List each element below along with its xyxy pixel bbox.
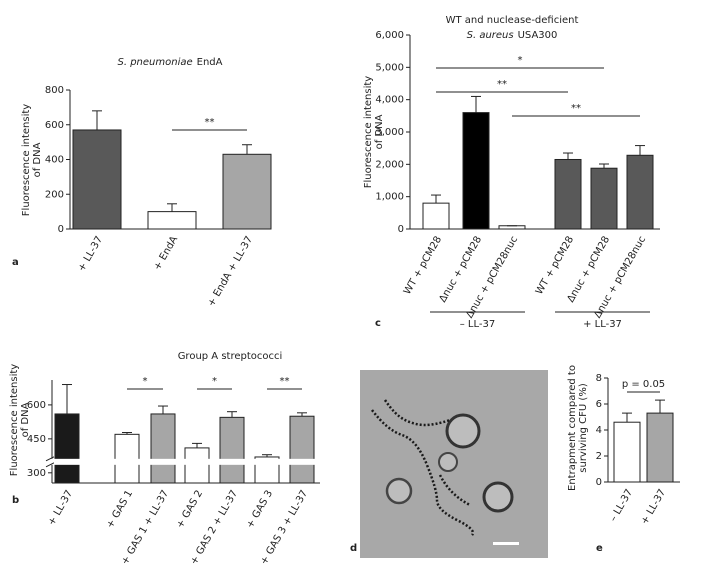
panel-label: b [12,495,19,506]
y-tick-label: 1,000 [375,192,404,203]
bar-break [184,458,210,465]
y-tick-label: 6 [596,399,602,410]
group-label: + LL-37 [583,319,622,330]
axis-break-mark [45,456,55,462]
chart-title: Group A streptococci [178,351,283,362]
bar [147,211,197,230]
y-tick-label: 0 [398,224,404,235]
y-axis-label: of DNA [374,114,385,149]
y-tick-label: 4,000 [375,95,404,106]
bar-break [150,458,176,465]
y-tick-label: 6,000 [375,30,404,41]
y-tick-label: 8 [596,373,602,384]
title-part: Group A streptococci [178,351,283,362]
title-part: S. aureus [467,30,514,41]
y-tick-label: 450 [27,434,46,445]
y-tick-label: 0 [58,224,64,235]
bar [462,112,490,230]
bar [219,416,245,484]
bar [626,154,654,230]
axis-break [46,458,320,465]
y-tick-label: 5,000 [375,62,404,73]
significance-label: * [518,55,523,66]
y-tick-label: 2 [596,451,602,462]
bar-break [54,458,80,465]
bar [646,412,674,483]
bar [114,433,140,484]
axis-break-mark [45,462,55,468]
bar-break [219,458,245,465]
significance-label: * [212,376,217,387]
panel-label: d [350,543,357,554]
bar [554,158,582,230]
y-axis-label: surviving CFU (%) [578,383,589,473]
y-tick-label: 800 [45,85,64,96]
significance-label: p = 0.05 [622,379,665,390]
y-tick-label: 0 [596,477,602,488]
y-tick-label: 300 [27,468,46,479]
bar [150,413,176,484]
y-axis-label: Fluorescence intensity [9,364,20,476]
significance-label: ** [205,117,215,128]
bar-break [114,458,140,465]
y-axis-label: of DNA [32,142,43,177]
y-tick-label: 600 [27,400,46,411]
significance-label: ** [280,376,290,387]
bar [590,167,618,230]
significance-label: * [143,376,148,387]
panel-label: c [375,318,381,329]
micrograph [360,370,548,558]
bar [72,129,122,230]
title-part: EndA [197,57,223,68]
title-part: USA300 [518,30,558,41]
bar-break [289,458,315,465]
chart-title: S. pneumoniae EndA [118,57,223,68]
bar [222,153,272,230]
bar [184,447,210,484]
bar [422,202,450,230]
bar [54,413,80,484]
bar [289,415,315,484]
y-axis-label: Entrapment compared to [567,365,578,491]
chart-title: WT and nuclease-deficient [446,15,579,26]
y-tick-label: 200 [45,189,64,200]
y-tick-label: 2,000 [375,159,404,170]
y-tick-label: 3,000 [375,127,404,138]
bar [613,421,641,483]
y-tick-label: 4 [596,425,602,436]
chart-title: S. aureus USA300 [467,30,558,41]
title-part: WT and nuclease-deficient [446,15,579,26]
bar-break [254,458,280,465]
group-label: – LL-37 [460,319,495,330]
y-axis-label: Fluorescence intensity [21,104,32,216]
significance-label: ** [497,79,507,90]
panel-label: e [596,543,603,554]
panel-label: a [12,257,19,268]
title-part: S. pneumoniae [118,57,193,68]
significance-label: ** [571,103,581,114]
y-axis-label: Fluorescence intensity [363,76,374,188]
y-axis-label: of DNA [20,402,31,437]
y-tick-label: 600 [45,120,64,131]
y-tick-label: 400 [45,155,64,166]
